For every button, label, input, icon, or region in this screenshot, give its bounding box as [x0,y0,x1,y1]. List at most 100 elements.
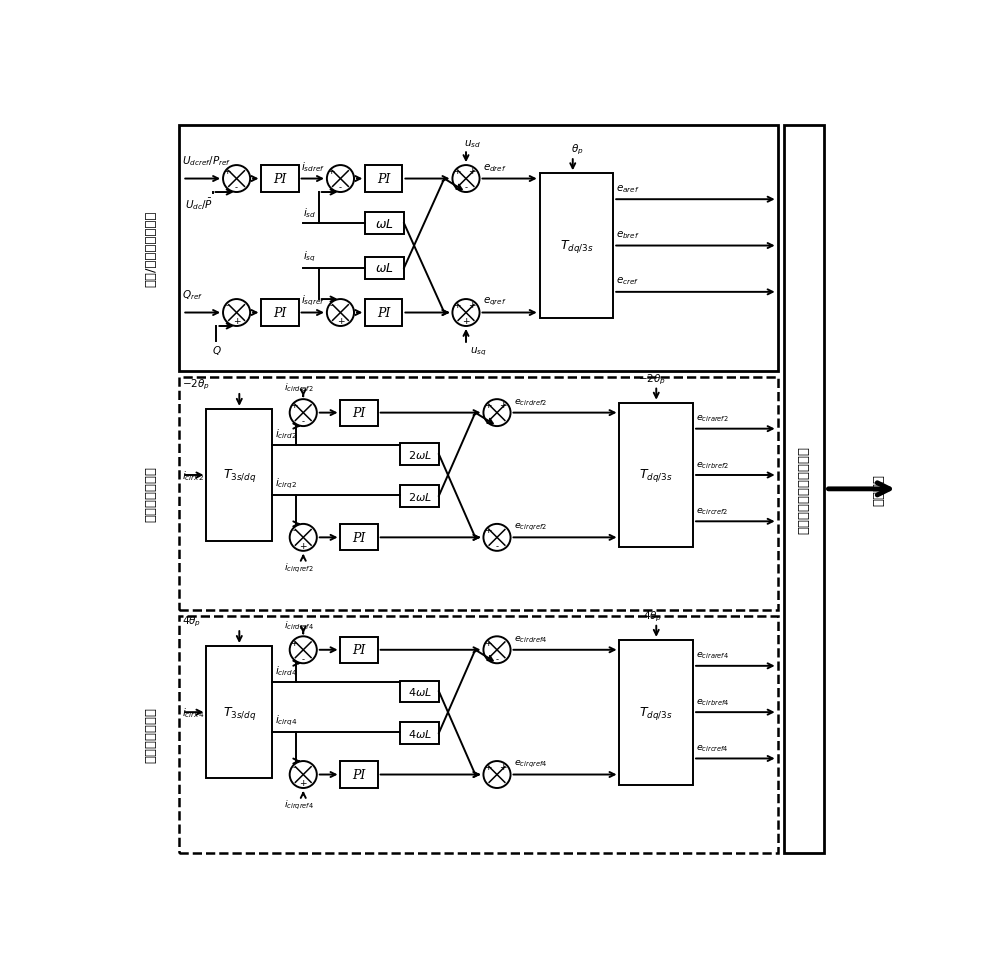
Text: $e_{bref}$: $e_{bref}$ [616,229,640,241]
Bar [619,641,693,785]
Text: 桥臂电压合成和底层调制: 桥臂电压合成和底层调制 [797,446,810,533]
Text: $e_{ciraref2}$: $e_{ciraref2}$ [696,414,729,423]
Circle shape [483,400,511,426]
Text: PI: PI [352,768,366,781]
Bar [179,616,778,853]
Text: $i_{cird4}$: $i_{cird4}$ [275,664,298,677]
Circle shape [327,299,354,327]
Bar [540,174,613,319]
Bar [619,403,693,547]
Text: $e_{ciraref4}$: $e_{ciraref4}$ [696,650,729,661]
Text: -: - [235,183,238,192]
Text: PI: PI [377,307,391,320]
Bar [365,258,404,279]
Circle shape [290,762,317,788]
Text: $e_{cref}$: $e_{cref}$ [616,275,640,287]
Bar [206,409,272,542]
Text: +: + [468,168,475,176]
Text: 电压/功率和电流控制: 电压/功率和电流控制 [144,210,157,287]
Text: $e_{aref}$: $e_{aref}$ [616,183,640,195]
Text: +: + [453,168,460,176]
Text: +: + [337,317,344,327]
Text: $e_{cirqref4}$: $e_{cirqref4}$ [514,759,547,769]
Text: -: - [330,301,333,310]
Text: +: + [290,401,298,410]
Bar [340,762,378,788]
Text: -: - [226,301,229,310]
Text: PI: PI [273,307,287,320]
Text: -: - [292,525,295,535]
Text: $\omega L$: $\omega L$ [375,262,394,275]
Text: $e_{cirbref2}$: $e_{cirbref2}$ [696,459,729,470]
Text: $T_{3s/dq}$: $T_{3s/dq}$ [223,703,256,721]
Text: $i_{sd}$: $i_{sd}$ [303,205,317,219]
Text: $u_{sd}$: $u_{sd}$ [464,139,481,150]
Text: $T_{3s/dq}$: $T_{3s/dq}$ [223,467,256,484]
Text: $Q$: $Q$ [212,344,221,357]
Text: -: - [292,763,295,771]
Circle shape [290,637,317,664]
Text: -: - [496,542,498,550]
Text: +: + [290,638,298,647]
Bar [261,300,299,327]
Bar [365,213,404,234]
Text: $Q_{ref}$: $Q_{ref}$ [182,288,203,301]
Circle shape [290,400,317,426]
Bar [400,723,439,744]
Bar [206,646,272,778]
Text: $i_{cirqref2}$: $i_{cirqref2}$ [284,561,314,574]
Text: $\omega L$: $\omega L$ [375,217,394,231]
Circle shape [223,166,250,193]
Text: +: + [327,168,335,176]
Text: $4\omega L$: $4\omega L$ [408,727,431,739]
Text: $i_{sq}$: $i_{sq}$ [303,250,316,264]
Text: $i_{cirq2}$: $i_{cirq2}$ [275,477,298,490]
Text: $u_{sq}$: $u_{sq}$ [470,346,487,358]
Text: $e_{cirdref2}$: $e_{cirdref2}$ [514,397,547,408]
Text: -: - [496,654,498,663]
Text: $i_{cirqref4}$: $i_{cirqref4}$ [284,797,314,811]
Text: +: + [468,301,475,310]
Text: $U_{dcref}/P_{ref}$: $U_{dcref}/P_{ref}$ [182,154,232,168]
Circle shape [223,299,250,327]
Text: +: + [233,317,240,327]
Text: $i_{cirx2}$: $i_{cirx2}$ [182,469,204,483]
Text: $i_{sdref}$: $i_{sdref}$ [301,160,325,174]
Text: +: + [499,401,506,410]
Text: PI: PI [352,531,366,545]
Circle shape [483,637,511,664]
Bar [400,444,439,465]
Text: PI: PI [352,407,366,420]
Text: +: + [224,168,231,176]
Text: +: + [484,525,491,535]
Text: $e_{cirbref4}$: $e_{cirbref4}$ [696,697,729,707]
Bar [340,525,378,551]
Bar [179,378,778,610]
Circle shape [483,762,511,788]
Text: -: - [339,183,342,192]
Text: PI: PI [352,643,366,657]
Bar [365,167,402,193]
Text: PI: PI [273,172,287,186]
Text: $T_{dq/3s}$: $T_{dq/3s}$ [639,467,673,484]
Text: $i_{cirdref2}$: $i_{cirdref2}$ [284,382,314,394]
Text: $T_{dq/3s}$: $T_{dq/3s}$ [639,703,673,721]
Text: +: + [300,779,307,788]
Text: +: + [300,542,307,550]
Circle shape [452,166,480,193]
Text: $T_{dq/3s}$: $T_{dq/3s}$ [560,237,593,255]
Circle shape [290,524,317,551]
Text: +: + [462,317,470,327]
Text: $4\theta_p$: $4\theta_p$ [643,609,662,623]
Text: $e_{dref}$: $e_{dref}$ [483,162,507,174]
Text: $i_{sqref}$: $i_{sqref}$ [301,294,325,308]
Text: $e_{cirqref2}$: $e_{cirqref2}$ [514,521,547,532]
Bar [400,681,439,703]
Text: $-2\theta_p$: $-2\theta_p$ [638,372,666,387]
Text: $e_{cirdref4}$: $e_{cirdref4}$ [514,635,547,644]
Text: +: + [453,301,460,310]
Bar [784,126,824,853]
Bar [340,400,378,426]
Text: $i_{cirx4}$: $i_{cirx4}$ [182,705,205,719]
Text: +: + [484,638,491,647]
